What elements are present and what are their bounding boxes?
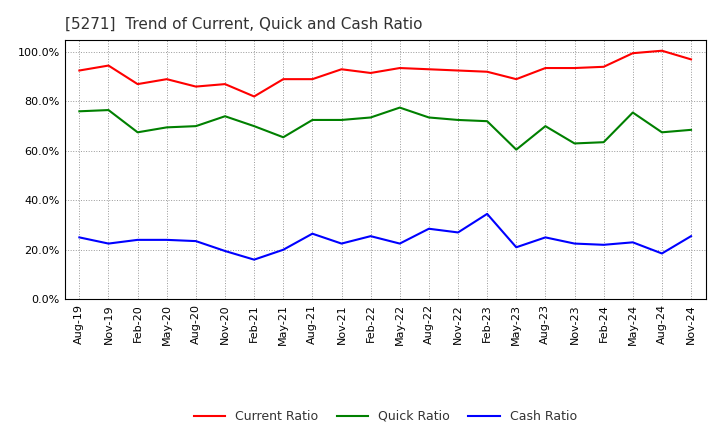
- Quick Ratio: [366, 115, 375, 120]
- Current Ratio: [133, 81, 142, 87]
- Cash Ratio: [366, 234, 375, 239]
- Quick Ratio: [483, 118, 492, 124]
- Cash Ratio: [192, 238, 200, 244]
- Cash Ratio: [541, 235, 550, 240]
- Cash Ratio: [104, 241, 113, 246]
- Cash Ratio: [75, 235, 84, 240]
- Current Ratio: [337, 66, 346, 72]
- Quick Ratio: [570, 141, 579, 146]
- Quick Ratio: [220, 114, 229, 119]
- Cash Ratio: [220, 248, 229, 253]
- Current Ratio: [483, 69, 492, 74]
- Quick Ratio: [337, 117, 346, 123]
- Cash Ratio: [629, 240, 637, 245]
- Cash Ratio: [279, 247, 287, 253]
- Quick Ratio: [192, 124, 200, 129]
- Current Ratio: [454, 68, 462, 73]
- Legend: Current Ratio, Quick Ratio, Cash Ratio: Current Ratio, Quick Ratio, Cash Ratio: [189, 405, 582, 428]
- Current Ratio: [308, 77, 317, 82]
- Cash Ratio: [250, 257, 258, 262]
- Quick Ratio: [308, 117, 317, 123]
- Quick Ratio: [250, 124, 258, 129]
- Quick Ratio: [133, 130, 142, 135]
- Quick Ratio: [425, 115, 433, 120]
- Current Ratio: [570, 66, 579, 71]
- Quick Ratio: [454, 117, 462, 123]
- Current Ratio: [629, 51, 637, 56]
- Cash Ratio: [425, 226, 433, 231]
- Text: [5271]  Trend of Current, Quick and Cash Ratio: [5271] Trend of Current, Quick and Cash …: [65, 16, 423, 32]
- Current Ratio: [192, 84, 200, 89]
- Quick Ratio: [541, 124, 550, 129]
- Cash Ratio: [454, 230, 462, 235]
- Current Ratio: [512, 77, 521, 82]
- Quick Ratio: [163, 125, 171, 130]
- Line: Cash Ratio: Cash Ratio: [79, 214, 691, 260]
- Cash Ratio: [657, 251, 666, 256]
- Quick Ratio: [395, 105, 404, 110]
- Current Ratio: [366, 70, 375, 76]
- Cash Ratio: [570, 241, 579, 246]
- Cash Ratio: [308, 231, 317, 236]
- Current Ratio: [104, 63, 113, 68]
- Current Ratio: [395, 66, 404, 71]
- Current Ratio: [425, 66, 433, 72]
- Cash Ratio: [395, 241, 404, 246]
- Quick Ratio: [657, 130, 666, 135]
- Quick Ratio: [687, 127, 696, 132]
- Quick Ratio: [279, 135, 287, 140]
- Current Ratio: [657, 48, 666, 53]
- Line: Quick Ratio: Quick Ratio: [79, 108, 691, 150]
- Cash Ratio: [687, 234, 696, 239]
- Current Ratio: [279, 77, 287, 82]
- Quick Ratio: [104, 107, 113, 113]
- Cash Ratio: [133, 237, 142, 242]
- Current Ratio: [220, 81, 229, 87]
- Quick Ratio: [75, 109, 84, 114]
- Line: Current Ratio: Current Ratio: [79, 51, 691, 96]
- Cash Ratio: [337, 241, 346, 246]
- Cash Ratio: [483, 211, 492, 216]
- Current Ratio: [250, 94, 258, 99]
- Current Ratio: [75, 68, 84, 73]
- Quick Ratio: [629, 110, 637, 115]
- Current Ratio: [687, 57, 696, 62]
- Cash Ratio: [163, 237, 171, 242]
- Cash Ratio: [512, 245, 521, 250]
- Current Ratio: [599, 64, 608, 70]
- Current Ratio: [541, 66, 550, 71]
- Cash Ratio: [599, 242, 608, 247]
- Current Ratio: [163, 77, 171, 82]
- Quick Ratio: [599, 139, 608, 145]
- Quick Ratio: [512, 147, 521, 152]
